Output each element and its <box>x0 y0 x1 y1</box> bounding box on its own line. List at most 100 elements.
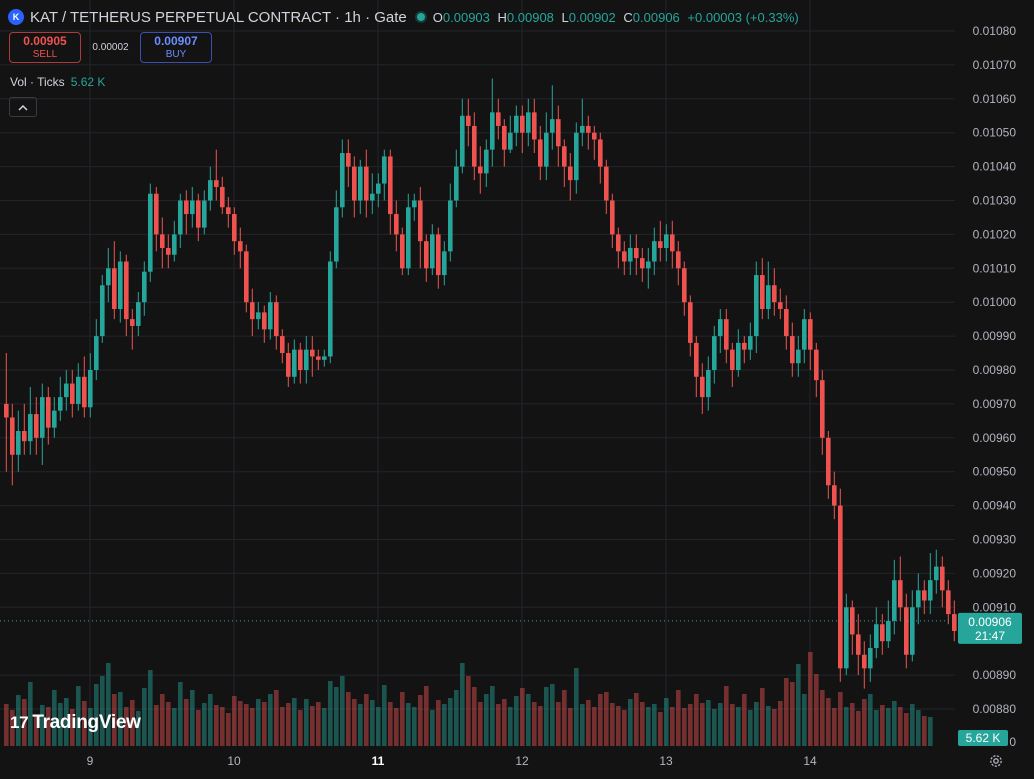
volume-bar <box>160 694 165 746</box>
candle <box>250 288 255 337</box>
candle-body <box>166 247 171 255</box>
candle <box>802 308 807 364</box>
candle <box>442 241 447 286</box>
candle <box>388 149 393 235</box>
candle-body <box>394 214 399 235</box>
volume-bar <box>202 703 207 746</box>
candle-body <box>88 370 93 408</box>
candle-body <box>538 139 543 167</box>
candle <box>526 98 531 147</box>
volume-bar <box>562 690 567 746</box>
volume-bar <box>718 703 723 746</box>
candle <box>946 580 951 625</box>
buy-price: 0.00907 <box>154 33 198 48</box>
candle-body <box>52 410 57 428</box>
volume-bar <box>658 712 663 746</box>
bar-countdown: 21:47 <box>975 629 1005 643</box>
buy-button[interactable]: 0.00907 BUY <box>140 32 212 63</box>
candle-body <box>742 342 747 350</box>
price-tick-label: 0.00940 <box>973 499 1017 513</box>
candle <box>898 556 903 621</box>
candle <box>106 247 111 303</box>
volume-bar <box>766 706 771 746</box>
candle <box>646 247 651 289</box>
candle-body <box>700 376 705 398</box>
candle-body <box>904 607 909 655</box>
candle <box>238 227 243 269</box>
candle <box>334 190 339 269</box>
volume-bar <box>322 708 327 746</box>
volume-bar <box>802 694 807 746</box>
candle-body <box>748 336 753 350</box>
candle-body <box>682 268 687 303</box>
volume-legend[interactable]: Vol · Ticks 5.62 K <box>10 75 105 89</box>
candle-body <box>262 312 267 330</box>
candle-body <box>496 112 501 126</box>
volume-bar <box>436 700 441 746</box>
candle-body <box>418 200 423 242</box>
candle <box>616 227 621 269</box>
volume-bar <box>112 694 117 746</box>
candle <box>136 292 141 337</box>
candle-body <box>820 380 825 438</box>
candle-body <box>16 431 21 455</box>
candle-body <box>388 156 393 215</box>
price-tick-label: 0.01020 <box>973 227 1017 241</box>
time-tick-label: 9 <box>87 754 94 768</box>
price-tick-label: 0.01040 <box>973 160 1017 174</box>
price-tick-label: 0.00990 <box>973 329 1017 343</box>
candle-body <box>340 153 345 208</box>
candle <box>928 553 933 615</box>
volume-bar <box>226 713 231 746</box>
live-dot-icon <box>416 13 425 21</box>
sell-button[interactable]: 0.00905 SELL <box>9 32 81 63</box>
candle-body <box>460 115 465 167</box>
candle <box>496 98 501 140</box>
volume-bar <box>34 716 39 746</box>
candle <box>262 305 267 343</box>
candle <box>550 85 555 150</box>
candle <box>430 224 435 276</box>
candle-body <box>514 115 519 133</box>
candle-body <box>196 200 201 228</box>
candle <box>652 227 657 276</box>
candle <box>748 322 753 360</box>
candle-body <box>838 505 843 669</box>
candle <box>610 193 615 248</box>
price-tick-label: 0.01070 <box>973 58 1017 72</box>
candle <box>94 319 99 381</box>
time-axis[interactable]: 9 10 11 12 13 14 <box>87 754 817 768</box>
ohlc-legend: O0.00903 H0.00908 L0.00902 C0.00906 +0.0… <box>433 10 799 25</box>
candle <box>280 329 285 364</box>
price-axis[interactable]: 0.01080 0.01070 0.01060 0.01050 0.01040 0.010… <box>973 24 1017 749</box>
symbol-title[interactable]: KAT / TETHERUS PERPETUAL CONTRACT · 1h ·… <box>30 8 407 26</box>
candle <box>916 573 921 625</box>
volume-bar <box>886 708 891 746</box>
candle <box>16 410 21 472</box>
volume-bar <box>598 694 603 746</box>
volume-bar <box>196 710 201 746</box>
candle-body <box>610 200 615 235</box>
volume-bar <box>352 699 357 746</box>
candle <box>598 132 603 184</box>
volume-bar <box>346 692 351 746</box>
volume-bar <box>880 705 885 746</box>
volume-bar <box>478 702 483 746</box>
volume-bar <box>856 711 861 746</box>
collapse-legend-button[interactable] <box>9 97 37 117</box>
candle-body <box>814 349 819 381</box>
volume-bar <box>904 713 909 746</box>
volume-bar <box>316 702 321 746</box>
candle-body <box>58 397 63 411</box>
volume-bar <box>922 716 927 746</box>
volume-bar <box>508 707 513 746</box>
candle <box>634 234 639 276</box>
last-price-value: 0.00906 <box>968 615 1012 629</box>
gear-icon[interactable] <box>987 752 1005 770</box>
candle <box>382 149 387 201</box>
candle-body <box>310 349 315 357</box>
volume-bar <box>742 694 747 746</box>
volume-bar <box>790 682 795 746</box>
